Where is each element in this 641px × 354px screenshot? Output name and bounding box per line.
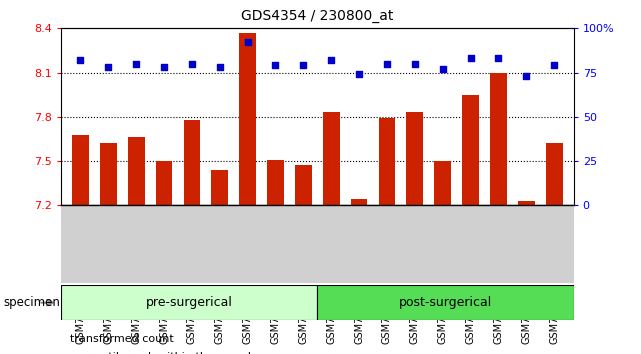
Point	[298, 63, 308, 68]
Point	[271, 63, 281, 68]
Text: specimen: specimen	[3, 296, 60, 309]
Bar	[100, 143, 117, 205]
Bar	[546, 143, 563, 205]
Bar	[406, 113, 423, 205]
Point	[410, 61, 420, 67]
Point	[521, 73, 531, 79]
Bar	[323, 113, 340, 205]
Bar	[462, 95, 479, 205]
Bar	[239, 33, 256, 205]
Bar	[490, 73, 507, 205]
Point	[465, 56, 476, 61]
Point	[354, 72, 364, 77]
Bar	[156, 161, 172, 205]
Bar	[379, 118, 395, 205]
Point	[438, 66, 448, 72]
Bar	[295, 166, 312, 205]
Bar	[435, 161, 451, 205]
Text: GDS4354 / 230800_at: GDS4354 / 230800_at	[241, 9, 394, 23]
Point	[242, 40, 253, 45]
Bar	[212, 170, 228, 205]
Bar	[72, 135, 88, 205]
Bar	[518, 201, 535, 205]
Bar	[317, 285, 574, 320]
Point	[131, 61, 141, 67]
Point	[187, 61, 197, 67]
Bar	[128, 137, 144, 205]
Point	[215, 64, 225, 70]
Text: pre-surgerical: pre-surgerical	[146, 296, 233, 309]
Point	[75, 57, 85, 63]
Bar	[183, 120, 200, 205]
Bar	[351, 199, 367, 205]
Point	[103, 64, 113, 70]
Text: post-surgerical: post-surgerical	[399, 296, 492, 309]
Bar	[61, 285, 317, 320]
Point	[159, 64, 169, 70]
Point	[382, 61, 392, 67]
Point	[494, 56, 504, 61]
Text: transformed count: transformed count	[71, 335, 174, 344]
Point	[326, 57, 337, 63]
Point	[549, 63, 560, 68]
Bar	[267, 160, 284, 205]
Text: percentile rank within the sample: percentile rank within the sample	[71, 352, 258, 354]
